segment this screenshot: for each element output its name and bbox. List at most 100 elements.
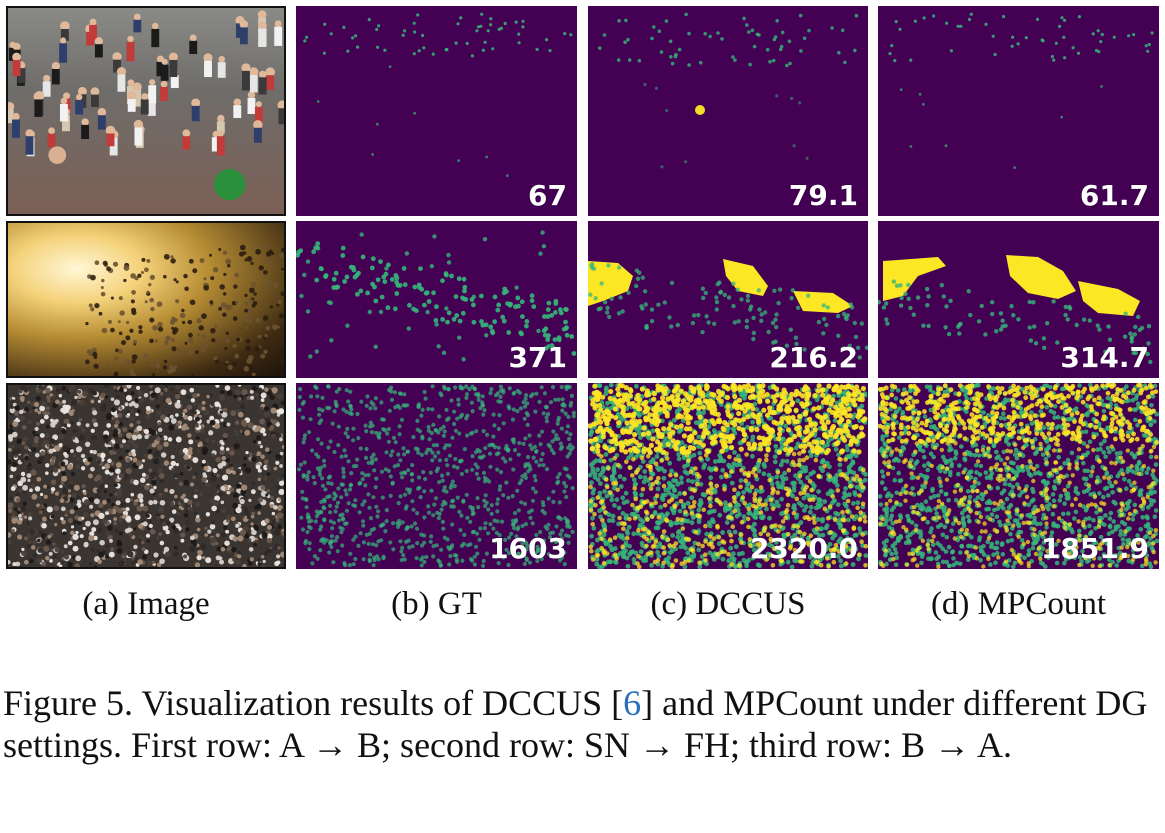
density-dot xyxy=(701,410,706,415)
crowd-figure xyxy=(173,353,179,359)
density-dot xyxy=(317,420,322,426)
density-dot xyxy=(389,385,394,390)
density-dot xyxy=(455,465,460,470)
crowd-figure xyxy=(120,340,127,346)
density-dot xyxy=(597,490,603,496)
density-dot xyxy=(330,421,335,426)
density-dot xyxy=(358,446,363,451)
crowd-head xyxy=(126,457,131,463)
density-dot xyxy=(754,510,760,516)
density-dot xyxy=(314,349,319,354)
density-dot xyxy=(594,556,600,562)
density-dot xyxy=(401,446,406,451)
density-dot xyxy=(553,301,559,306)
crowd-head xyxy=(105,531,111,537)
crowd-figure xyxy=(273,282,279,288)
crowd-head xyxy=(228,549,232,554)
density-dot xyxy=(477,537,482,542)
crowd-head xyxy=(80,466,86,471)
density-dot xyxy=(391,547,396,552)
density-dot xyxy=(317,412,322,417)
density-dot xyxy=(327,550,332,555)
density-dot xyxy=(388,493,393,498)
crowd-head xyxy=(214,495,220,502)
density-dot xyxy=(742,16,746,21)
density-dot xyxy=(666,426,672,432)
crowd-figure xyxy=(246,307,252,313)
density-dot xyxy=(603,387,609,393)
crowd-head xyxy=(240,419,247,426)
density-dot xyxy=(510,494,515,499)
density-dot xyxy=(435,510,440,515)
crowd-head xyxy=(243,456,247,461)
crowd-head xyxy=(245,450,249,455)
crowd-head xyxy=(237,390,242,395)
crowd-head xyxy=(124,402,129,407)
crowd-head xyxy=(200,543,206,549)
crowd-figure xyxy=(254,346,260,352)
density-dot xyxy=(589,429,594,435)
density-dot xyxy=(659,50,664,54)
density-dot xyxy=(593,296,598,301)
crowd-head xyxy=(183,464,188,469)
density-dot xyxy=(696,312,701,318)
density-dot xyxy=(385,305,391,311)
density-dot xyxy=(860,385,866,392)
density-dot xyxy=(514,285,519,290)
density-dot xyxy=(847,413,853,419)
crowd-head xyxy=(103,385,110,389)
density-dot xyxy=(554,524,559,529)
density-dot xyxy=(824,322,829,328)
density-dot xyxy=(761,471,767,477)
density-dot xyxy=(423,290,429,296)
crowd-head xyxy=(270,496,274,500)
crowd-head xyxy=(188,506,193,512)
crowd-head xyxy=(177,501,182,506)
density-dot xyxy=(834,483,840,488)
crowd-head xyxy=(280,508,284,514)
crowd-head xyxy=(98,527,102,532)
density-dot xyxy=(559,384,564,390)
crowd-head xyxy=(189,387,195,393)
density-dot xyxy=(503,459,508,464)
density-dot xyxy=(660,418,665,424)
crowd-head xyxy=(97,460,101,464)
density-dot xyxy=(444,489,449,494)
crowd-head xyxy=(79,399,85,406)
crowd-figure xyxy=(137,273,142,278)
crowd-figure xyxy=(106,266,111,272)
density-dot xyxy=(414,556,419,561)
density-dot xyxy=(391,435,397,440)
crowd-head xyxy=(223,525,228,530)
density-dot xyxy=(685,518,691,524)
density-dot xyxy=(778,462,784,468)
density-dot xyxy=(440,502,445,508)
density-dot xyxy=(335,500,341,505)
density-dot xyxy=(428,447,433,452)
crowd-head xyxy=(133,501,138,507)
person-head xyxy=(75,93,83,101)
crowd-head xyxy=(72,545,79,552)
density-dot xyxy=(383,48,387,52)
crowd-head xyxy=(122,385,127,390)
crowd-head xyxy=(103,434,109,440)
density-dot xyxy=(470,512,475,517)
density-dot xyxy=(410,463,415,468)
density-dot xyxy=(397,424,402,429)
crowd-head xyxy=(42,410,48,416)
crowd-head xyxy=(22,484,28,491)
density-dot xyxy=(419,563,424,568)
crowd-head xyxy=(78,434,85,441)
density-dot xyxy=(779,511,784,517)
crowd-figure xyxy=(245,345,252,352)
density-dot xyxy=(598,481,603,486)
density-dot xyxy=(436,344,441,349)
crowd-figure xyxy=(91,347,97,353)
crowd-head xyxy=(259,406,264,411)
density-dot xyxy=(556,397,561,402)
density-dot xyxy=(446,252,451,258)
crowd-figure xyxy=(248,298,254,304)
crowd-head xyxy=(232,502,238,509)
crowd-head xyxy=(170,418,177,424)
crowd-head xyxy=(143,453,148,458)
